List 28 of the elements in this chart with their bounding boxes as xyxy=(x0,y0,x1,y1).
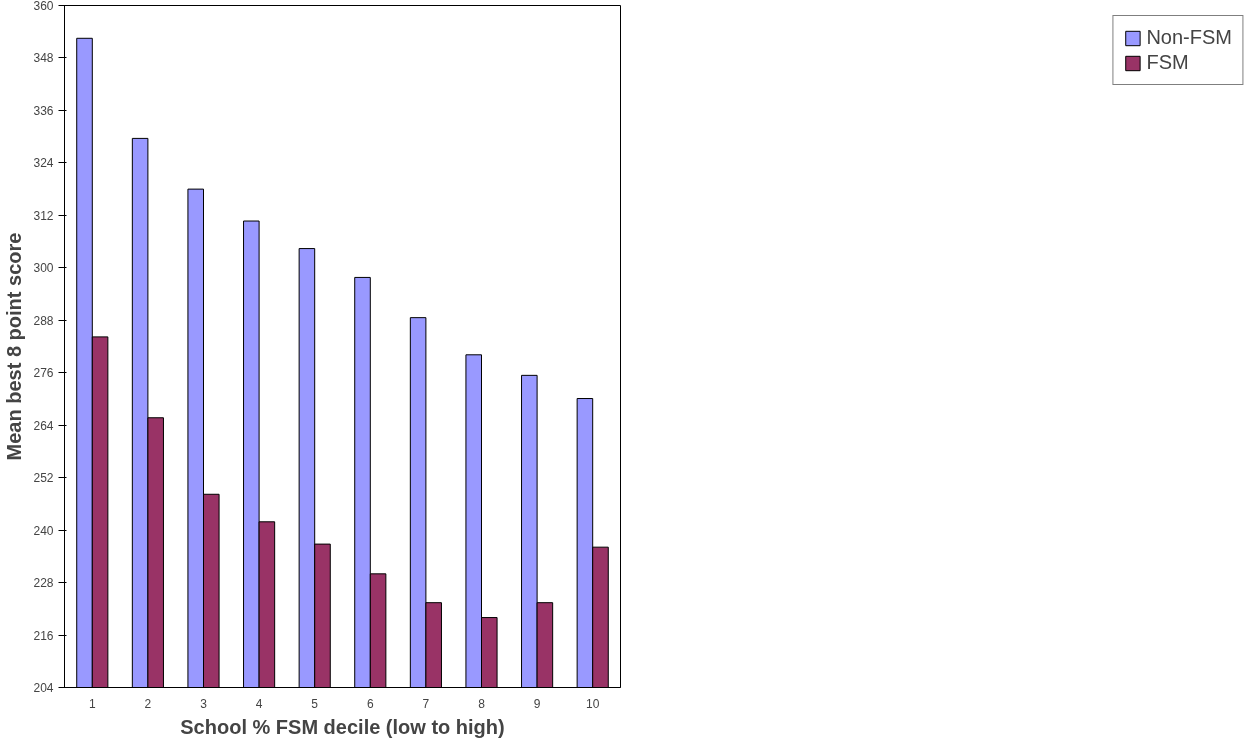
y-axis-title: Mean best 8 point score xyxy=(3,232,26,461)
y-tick-label: 360 xyxy=(33,0,54,13)
x-tick-label: 4 xyxy=(255,696,263,711)
y-tick-label: 240 xyxy=(33,523,54,538)
y-tick-label: 204 xyxy=(33,681,54,695)
y-tick-label: 348 xyxy=(33,51,54,66)
x-tick-label: 3 xyxy=(200,696,208,711)
y-tick-label: 312 xyxy=(33,208,54,223)
y-tick-label: 300 xyxy=(33,261,54,276)
x-axis-title: School % FSM decile (low to high) xyxy=(180,715,505,738)
x-tick-label: 1 xyxy=(88,696,96,711)
y-tick-label: 228 xyxy=(33,576,54,591)
legend-label: Non-FSM xyxy=(1146,26,1232,49)
x-tick-label: 2 xyxy=(144,696,152,711)
y-tick-label: 336 xyxy=(33,103,54,118)
x-tick-label: 10 xyxy=(586,696,600,711)
x-tick-label: 7 xyxy=(422,696,430,711)
y-tick-label: 324 xyxy=(33,156,54,171)
x-tick-label: 9 xyxy=(533,696,541,711)
y-tick-label: 264 xyxy=(33,418,54,433)
x-tick-label: 8 xyxy=(478,696,486,711)
y-tick-label: 288 xyxy=(33,313,54,328)
x-tick-label: 5 xyxy=(311,696,319,711)
y-tick-label: 252 xyxy=(33,471,54,486)
x-tick-label: 6 xyxy=(366,696,374,711)
legend-label: FSM xyxy=(1146,51,1189,74)
y-tick-label: 276 xyxy=(33,366,54,381)
y-tick-label: 216 xyxy=(33,628,54,643)
